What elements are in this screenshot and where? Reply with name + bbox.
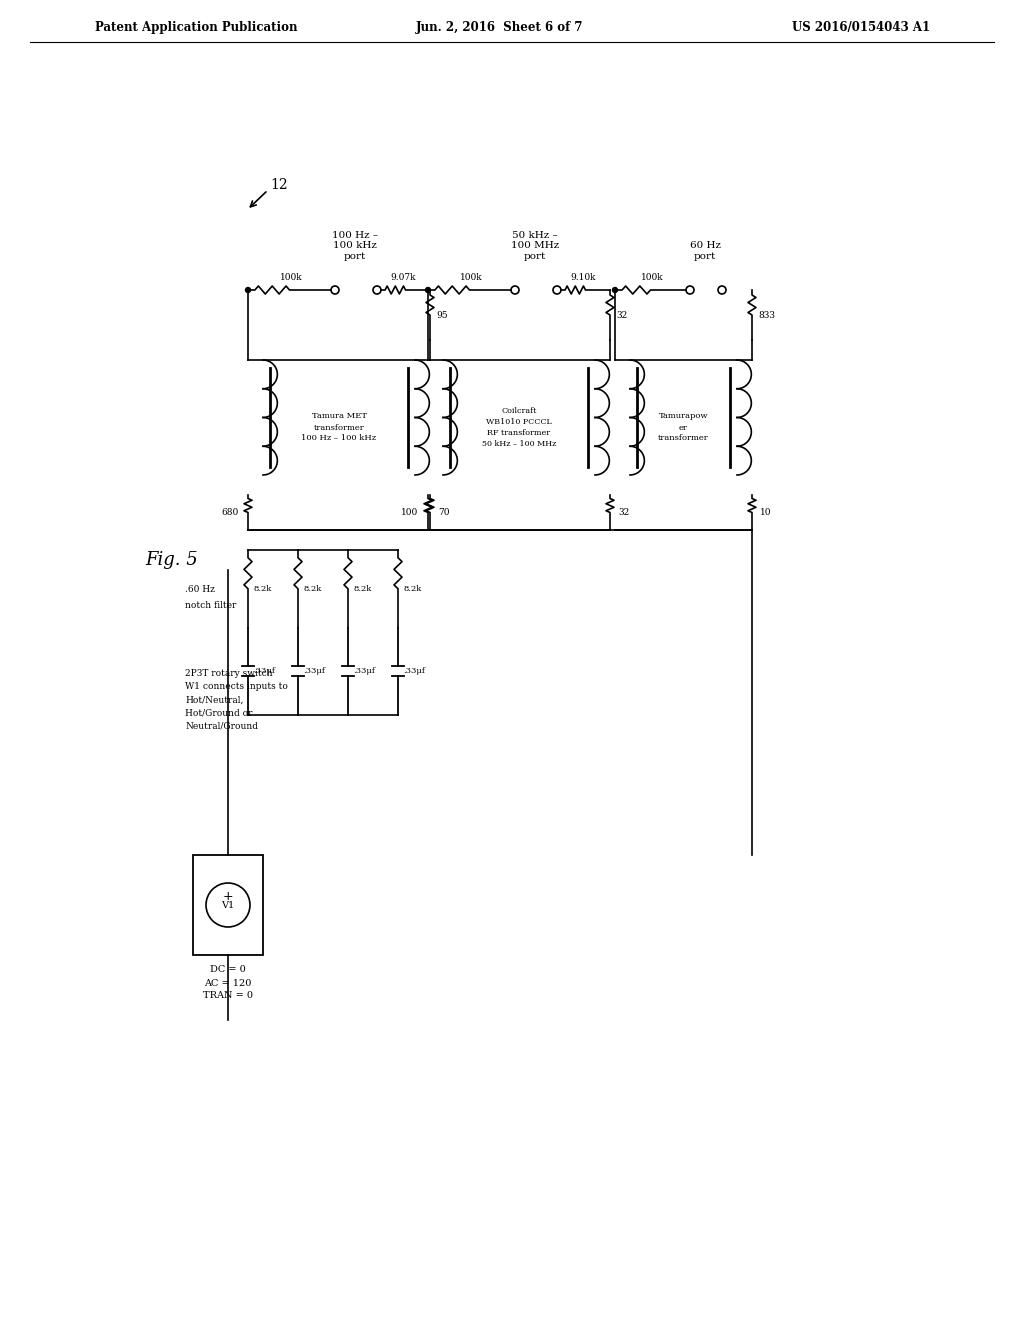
Text: port: port xyxy=(694,252,716,261)
Text: .33μf: .33μf xyxy=(253,667,275,676)
Text: 50 kHz –: 50 kHz – xyxy=(512,231,558,240)
Text: TRAN = 0: TRAN = 0 xyxy=(203,991,253,1001)
Text: 8.2k: 8.2k xyxy=(253,585,271,593)
Circle shape xyxy=(686,286,694,294)
Circle shape xyxy=(206,883,250,927)
Bar xyxy=(193,855,263,954)
Circle shape xyxy=(553,286,561,294)
Text: 833: 833 xyxy=(758,310,775,319)
Text: notch filter: notch filter xyxy=(185,601,237,610)
Text: DC = 0: DC = 0 xyxy=(210,965,246,974)
Text: 100k: 100k xyxy=(281,273,303,282)
Text: 100: 100 xyxy=(401,508,419,517)
Text: .60 Hz: .60 Hz xyxy=(185,586,215,594)
Text: Patent Application Publication: Patent Application Publication xyxy=(95,21,298,33)
Text: .33μf: .33μf xyxy=(403,667,425,676)
Circle shape xyxy=(718,286,726,294)
Text: 95: 95 xyxy=(436,310,447,319)
Text: +: + xyxy=(222,891,233,903)
Text: 9.07k: 9.07k xyxy=(391,273,416,282)
Text: 10: 10 xyxy=(760,508,771,517)
Text: port: port xyxy=(524,252,546,261)
Text: Tamurapow
er
transformer: Tamurapow er transformer xyxy=(658,412,709,442)
Text: 8.2k: 8.2k xyxy=(303,585,322,593)
Text: 9.10k: 9.10k xyxy=(570,273,596,282)
Text: 2P3T rotary switch
W1 connects inputs to
Hot/Neutral,
Hot/Ground or
Neutral/Grou: 2P3T rotary switch W1 connects inputs to… xyxy=(185,669,288,731)
Circle shape xyxy=(331,286,339,294)
Text: 100k: 100k xyxy=(641,273,664,282)
Text: 32: 32 xyxy=(618,508,630,517)
Text: 100k: 100k xyxy=(460,273,482,282)
Text: US 2016/0154043 A1: US 2016/0154043 A1 xyxy=(792,21,930,33)
Text: .33μf: .33μf xyxy=(303,667,325,676)
Text: 60 Hz: 60 Hz xyxy=(689,242,721,249)
Circle shape xyxy=(373,286,381,294)
Text: Coilcraft
WB1010 PCCCL
RF transformer
50 kHz – 100 MHz: Coilcraft WB1010 PCCCL RF transformer 50… xyxy=(482,407,556,447)
Text: 100 Hz –: 100 Hz – xyxy=(332,231,378,240)
Text: 12: 12 xyxy=(270,178,288,191)
Text: Tamura MET
transformer
100 Hz – 100 kHz: Tamura MET transformer 100 Hz – 100 kHz xyxy=(301,412,377,442)
Text: 100 kHz: 100 kHz xyxy=(333,242,377,249)
Text: 100 MHz: 100 MHz xyxy=(511,242,559,249)
Text: port: port xyxy=(344,252,367,261)
Circle shape xyxy=(511,286,519,294)
Text: .33μf: .33μf xyxy=(353,667,375,676)
Text: 70: 70 xyxy=(438,508,450,517)
Circle shape xyxy=(612,288,617,293)
Text: 32: 32 xyxy=(616,310,628,319)
Text: 8.2k: 8.2k xyxy=(403,585,421,593)
Text: AC = 120: AC = 120 xyxy=(205,978,252,987)
Text: Fig. 5: Fig. 5 xyxy=(145,550,198,569)
Circle shape xyxy=(246,288,251,293)
Text: Jun. 2, 2016  Sheet 6 of 7: Jun. 2, 2016 Sheet 6 of 7 xyxy=(416,21,584,33)
Text: V1: V1 xyxy=(221,900,234,909)
Text: 680: 680 xyxy=(221,508,239,517)
Circle shape xyxy=(426,288,430,293)
Text: 8.2k: 8.2k xyxy=(353,585,372,593)
